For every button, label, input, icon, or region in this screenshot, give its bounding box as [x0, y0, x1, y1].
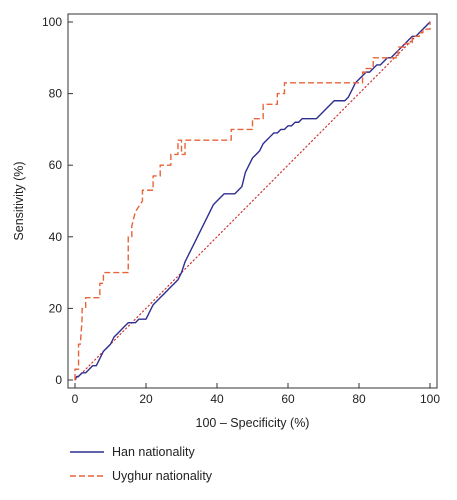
- legend-label-uyghur: Uyghur nationality: [112, 469, 213, 483]
- plot-frame: [67, 13, 438, 389]
- y-tick-label: 80: [49, 87, 63, 101]
- x-axis-ticks: 0 20 40 60 80 100: [72, 383, 440, 406]
- x-tick-label: 20: [139, 392, 153, 406]
- y-tick-label: 40: [49, 230, 63, 244]
- legend-label-han: Han nationality: [112, 445, 195, 459]
- x-axis-label: 100 – Specificity (%): [196, 416, 310, 430]
- y-tick-label: 100: [42, 15, 62, 29]
- plot-area: 0 20 40 60 80 100 0 20 40 60 80 100: [42, 13, 440, 406]
- x-tick-label: 100: [420, 392, 440, 406]
- series-layer: [74, 21, 431, 381]
- y-axis-label: Sensitivity (%): [12, 161, 26, 240]
- y-axis-ticks: 0 20 40 60 80 100: [42, 15, 73, 387]
- x-tick-label: 0: [72, 392, 79, 406]
- legend: Han nationality Uyghur nationality: [70, 445, 213, 483]
- reference-diagonal-line: [74, 21, 431, 381]
- x-tick-label: 40: [210, 392, 224, 406]
- series-line-han: [74, 21, 431, 381]
- y-tick-label: 20: [49, 301, 63, 315]
- y-tick-label: 0: [55, 373, 62, 387]
- series-line-uyghur: [74, 22, 431, 380]
- x-tick-label: 80: [352, 392, 366, 406]
- x-tick-label: 60: [281, 392, 295, 406]
- y-tick-label: 60: [49, 158, 63, 172]
